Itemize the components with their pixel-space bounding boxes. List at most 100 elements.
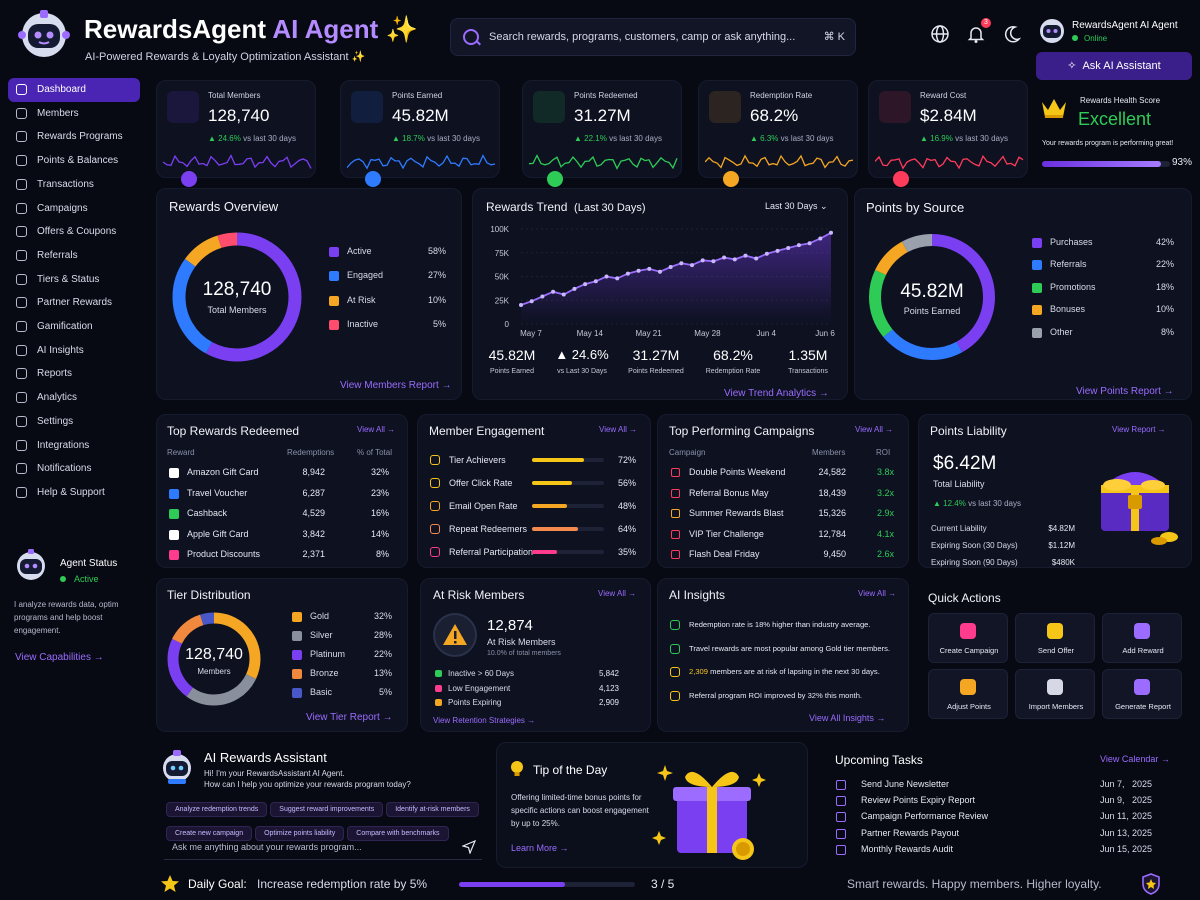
liability-row-name: Expiring Soon (90 Days): [931, 558, 1018, 567]
table-row[interactable]: Flash Deal Friday 9,450 2.6x: [658, 549, 908, 563]
moon-icon[interactable]: [1002, 24, 1024, 46]
donut-slice-inactive: [172, 232, 302, 362]
reward-count: 6,287: [302, 487, 325, 498]
suggestion-chip[interactable]: Optimize points liability: [255, 826, 345, 841]
sidebar-item-partner-rewards[interactable]: Partner Rewards: [8, 291, 140, 315]
engagement-bar: [532, 504, 604, 508]
task-row[interactable]: Campaign Performance Review Jun 11, 2025: [822, 811, 1172, 825]
assistant-input[interactable]: Ask me anything about your rewards progr…: [164, 836, 482, 860]
suggestion-chip[interactable]: Create new campaign: [166, 826, 253, 841]
task-row[interactable]: Review Points Expiry Report Jun 9, 2025: [822, 795, 1172, 809]
adjust-points-button[interactable]: Adjust Points: [928, 669, 1008, 719]
import-members-button[interactable]: Import Members: [1015, 669, 1095, 719]
view-all-insights-link[interactable]: View All Insights →: [809, 713, 886, 723]
view-capabilities-link[interactable]: View Capabilities →: [15, 652, 104, 663]
gamepad-icon: [16, 321, 27, 332]
suggestion-chip[interactable]: Identify at-risk members: [386, 802, 479, 817]
sidebar-item-notifications[interactable]: Notifications: [8, 457, 140, 481]
table-row[interactable]: Cashback 4,529 16%: [157, 508, 407, 522]
sidebar-item-reports[interactable]: Reports: [8, 362, 140, 386]
table-row[interactable]: VIP Tier Challenge 12,784 4.1x: [658, 529, 908, 543]
sidebar-item-help-support[interactable]: Help & Support: [8, 481, 140, 505]
sidebar-item-campaigns[interactable]: Campaigns: [8, 197, 140, 221]
trend-point: [561, 292, 566, 297]
click-icon: [430, 478, 440, 488]
sidebar-item-analytics[interactable]: Analytics: [8, 386, 140, 410]
campaign-roi: 4.1x: [876, 528, 894, 539]
view-members-report-link[interactable]: View Members Report →: [340, 380, 452, 391]
trend-range-select[interactable]: Last 30 Days ⌄: [765, 201, 828, 211]
suggestion-chip[interactable]: Suggest reward improvements: [270, 802, 384, 817]
legend-swatch: [1032, 238, 1042, 248]
sidebar-item-points-balances[interactable]: Points & Balances: [8, 149, 140, 173]
reward-name: Amazon Gift Card: [187, 467, 259, 477]
liability-row-name: Expiring Soon (30 Days): [931, 541, 1018, 550]
search-input[interactable]: Search rewards, programs, customers, cam…: [450, 18, 856, 56]
sidebar-item-referrals[interactable]: Referrals: [8, 244, 140, 268]
sidebar-item-settings[interactable]: Settings: [8, 410, 140, 434]
legend-swatch: [329, 319, 339, 330]
sidebar-item-members[interactable]: Members: [8, 102, 140, 126]
bell-icon[interactable]: [966, 24, 988, 46]
table-row[interactable]: Referral Bonus May 18,439 3.2x: [658, 488, 908, 502]
globe-icon[interactable]: [930, 24, 952, 46]
daily-goal-progress: [459, 882, 635, 887]
view-points-report-link[interactable]: View Points Report →: [1076, 386, 1174, 397]
shield-icon: [1142, 873, 1160, 895]
quick-actions-title: Quick Actions: [928, 591, 1001, 605]
suggestion-chip[interactable]: Analyze redemption trends: [166, 802, 268, 817]
task-row[interactable]: Send June Newsletter Jun 7, 2025: [822, 779, 1172, 793]
tip-text: Offering limited-time bonus points for sp…: [511, 793, 649, 828]
send-icon[interactable]: [462, 840, 476, 854]
engagement-name: Offer Click Rate: [449, 478, 513, 488]
engagement-view-all[interactable]: View All →: [599, 425, 638, 434]
table-row[interactable]: Apple Gift Card 3,842 14%: [157, 529, 407, 543]
sidebar-item-ai-insights[interactable]: AI Insights: [8, 339, 140, 363]
liability-row-value: $1.12M: [1048, 541, 1075, 550]
suggestion-chip[interactable]: Compare with benchmarks: [347, 826, 449, 841]
points-by-source-card: Points by Source 45.82M Points Earned Vi…: [854, 188, 1192, 400]
view-trend-analytics-link[interactable]: View Trend Analytics →: [724, 388, 829, 399]
daily-goal-count: 3 / 5: [651, 877, 675, 891]
table-row[interactable]: Product Discounts 2,371 8%: [157, 549, 407, 563]
campaigns-view-all[interactable]: View All →: [855, 425, 894, 434]
task-row[interactable]: Monthly Rewards Audit Jun 15, 2025: [822, 844, 1172, 858]
member-engagement-card: Member Engagement View All → Tier Achiev…: [417, 414, 651, 568]
star-icon: [160, 874, 180, 894]
sidebar-item-rewards-programs[interactable]: Rewards Programs: [8, 125, 140, 149]
send-offer-button[interactable]: Send Offer: [1015, 613, 1095, 663]
task-row[interactable]: Partner Rewards Payout Jun 13, 2025: [822, 828, 1172, 842]
liability-view-report[interactable]: View Report →: [1112, 425, 1166, 434]
view-tier-report-link[interactable]: View Tier Report →: [306, 712, 393, 723]
task-year: 2025: [1132, 827, 1153, 838]
top-rewards-view-all[interactable]: View All →: [357, 425, 396, 434]
view-retention-link[interactable]: View Retention Strategies →: [433, 716, 536, 725]
ask-ai-assistant-button[interactable]: ✧ Ask AI Assistant: [1036, 52, 1192, 80]
search-shortcut: ⌘ K: [823, 31, 845, 43]
sidebar-item-integrations[interactable]: Integrations: [8, 434, 140, 458]
gift-box-icon: [647, 753, 777, 863]
sidebar-item-offers-coupons[interactable]: Offers & Coupons: [8, 220, 140, 244]
table-row[interactable]: Double Points Weekend 24,582 3.8x: [658, 467, 908, 481]
sidebar-item-tiers-status[interactable]: Tiers & Status: [8, 268, 140, 292]
repeat-icon: [430, 524, 440, 534]
kpi-sparkline: [347, 154, 496, 170]
create-campaign-button[interactable]: Create Campaign: [928, 613, 1008, 663]
table-row[interactable]: Summer Rewards Blast 15,326 2.9x: [658, 508, 908, 522]
at-risk-view-all[interactable]: View All →: [598, 589, 637, 598]
gift-icon: [671, 488, 680, 498]
sidebar-item-transactions[interactable]: Transactions: [8, 173, 140, 197]
kpi-card-points-earned: Points Earned 45.82M ▲ 18.7% vs last 30 da…: [340, 80, 500, 187]
y-tick-label: 25K: [495, 296, 510, 305]
user-avatar[interactable]: [1038, 16, 1066, 44]
table-row[interactable]: Amazon Gift Card 8,942 32%: [157, 467, 407, 481]
sidebar-item-gamification[interactable]: Gamification: [8, 315, 140, 339]
tip-learn-more-link[interactable]: Learn More →: [511, 843, 569, 853]
view-calendar-link[interactable]: View Calendar →: [1100, 754, 1170, 764]
generate-report-button[interactable]: Generate Report: [1102, 669, 1182, 719]
trend-point: [625, 271, 630, 276]
insights-view-all[interactable]: View All →: [858, 589, 897, 598]
table-row[interactable]: Travel Voucher 6,287 23%: [157, 488, 407, 502]
sidebar-item-dashboard[interactable]: Dashboard: [8, 78, 140, 102]
add-reward-button[interactable]: Add Reward: [1102, 613, 1182, 663]
